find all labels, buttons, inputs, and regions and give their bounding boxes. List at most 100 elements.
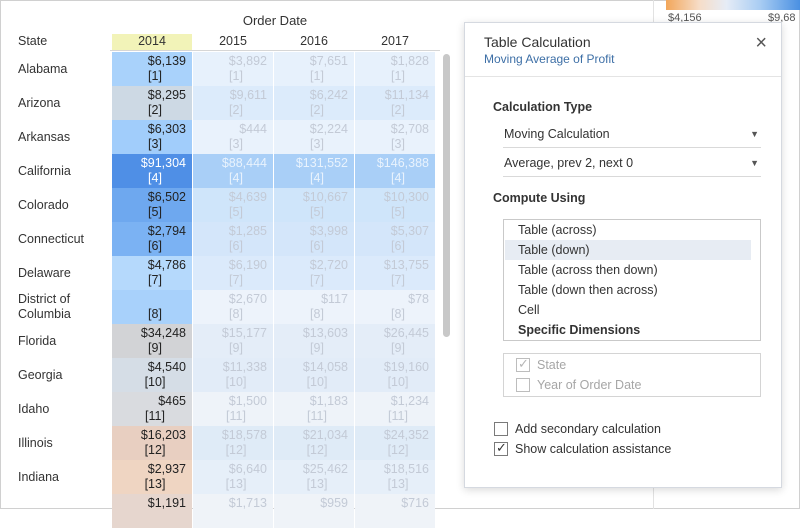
cell-index: [10] [387,375,409,389]
compute-option-table-down[interactable]: Table (down) [505,240,751,260]
add-secondary-checkbox[interactable] [494,422,508,436]
table-cell[interactable]: $2,708 [3] [355,120,435,154]
table-cell[interactable]: $6,242 [2] [274,86,354,120]
table-cell[interactable]: $6,502 [5] [112,188,192,222]
table-cell[interactable]: $1,183 [11] [274,392,354,426]
table-cell[interactable]: $8,295 [2] [112,86,192,120]
table-cell[interactable]: $9,611 [2] [193,86,273,120]
cell-index: [13] [225,477,247,491]
state-label[interactable]: Georgia [18,368,63,382]
table-cell[interactable]: $1,828 [1] [355,52,435,86]
table-cell[interactable]: $1,500 [11] [193,392,273,426]
show-calculation-assistance-option[interactable]: Show calculation assistance [494,440,672,457]
table-cell[interactable]: $6,139 [1] [112,52,192,86]
add-secondary-calculation-option[interactable]: Add secondary calculation [494,421,661,437]
table-cell[interactable]: $465 [11] [112,392,192,426]
table-cell[interactable]: $1,285 [6] [193,222,273,256]
table-cell[interactable]: $444 [3] [193,120,273,154]
cell-index: [4] [229,171,243,185]
table-cell[interactable]: $5,307 [6] [355,222,435,256]
table-cell[interactable]: $11,338 [10] [193,358,273,392]
table-cell[interactable]: $10,667 [5] [274,188,354,222]
table-cell[interactable]: $21,034 [12] [274,426,354,460]
table-cell[interactable]: $13,603 [9] [274,324,354,358]
table-cell[interactable]: $88,444 [4] [193,154,273,188]
table-cell[interactable]: $3,998 [6] [274,222,354,256]
state-label[interactable]: Idaho [18,402,50,416]
table-cell[interactable]: [8] [112,290,192,324]
state-label[interactable]: Indiana [18,470,60,484]
table-cell[interactable]: $14,058 [10] [274,358,354,392]
table-cell[interactable]: $716 [355,494,435,528]
calculation-type-dropdown[interactable]: Moving Calculation ▼ [503,122,761,148]
table-cell[interactable]: $4,540 [10] [112,358,192,392]
table-cell[interactable]: $19,160 [10] [355,358,435,392]
table-cell[interactable]: $18,516 [13] [355,460,435,494]
state-label[interactable]: Arizona [18,96,61,110]
table-cell[interactable]: $1,234 [11] [355,392,435,426]
cell-value: $1,713 [228,496,267,510]
compute-using-list[interactable]: Table (across) Table (down) Table (acros… [503,219,761,341]
table-cell[interactable]: $16,203 [12] [112,426,192,460]
table-cell[interactable]: $25,462 [13] [274,460,354,494]
table-cell[interactable]: $78 [8] [355,290,435,324]
table-cell[interactable]: $6,190 [7] [193,256,273,290]
cell-index: [7] [310,273,324,287]
year-header-2014[interactable]: 2014 [112,34,192,50]
row-header-state[interactable]: State [18,34,48,48]
state-label[interactable]: Florida [18,334,57,348]
table-cell[interactable]: $91,304 [4] [112,154,192,188]
table-cell[interactable]: $2,937 [13] [112,460,192,494]
grid-scrollbar-thumb[interactable] [443,54,450,337]
compute-option-table-down-then-across[interactable]: Table (down then across) [518,283,658,297]
table-cell[interactable]: $24,352 [12] [355,426,435,460]
table-cell[interactable]: $6,640 [13] [193,460,273,494]
table-cell[interactable]: $3,892 [1] [193,52,273,86]
compute-option-cell[interactable]: Cell [518,303,540,317]
table-cell[interactable]: $4,639 [5] [193,188,273,222]
compute-option-table-across[interactable]: Table (across) [518,223,597,237]
cell-value: $6,139 [147,54,186,68]
state-label[interactable]: California [18,164,71,178]
table-cell[interactable]: $1,713 [193,494,273,528]
cell-index: [9] [148,341,162,355]
table-cell[interactable]: $18,578 [12] [193,426,273,460]
state-label[interactable]: District of Columbia [18,292,71,321]
table-cell[interactable]: $34,248 [9] [112,324,192,358]
state-label[interactable]: Illinois [18,436,53,450]
table-cell[interactable]: $11,134 [2] [355,86,435,120]
year-header-2016[interactable]: 2016 [300,34,328,48]
add-secondary-label[interactable]: Add secondary calculation [515,422,661,436]
state-label[interactable]: Arkansas [18,130,71,144]
table-cell[interactable]: $13,755 [7] [355,256,435,290]
show-assistance-label[interactable]: Show calculation assistance [515,442,672,456]
state-label[interactable]: Alabama [18,62,68,76]
table-cell[interactable]: $4,786 [7] [112,256,192,290]
table-cell[interactable]: $7,651 [1] [274,52,354,86]
show-assistance-checkbox[interactable] [494,440,508,456]
table-cell[interactable]: $146,388 [4] [355,154,435,188]
compute-option-table-across-then-down[interactable]: Table (across then down) [518,263,658,277]
table-cell[interactable]: $2,794 [6] [112,222,192,256]
close-icon[interactable]: × [755,32,767,54]
table-cell[interactable]: $2,720 [7] [274,256,354,290]
state-label[interactable]: Delaware [18,266,71,280]
table-cell[interactable]: $1,191 [112,494,192,528]
cell-value: $4,786 [147,258,186,272]
color-legend-bar[interactable] [666,0,800,10]
table-cell[interactable]: $26,445 [9] [355,324,435,358]
table-cell[interactable]: $2,670 [8] [193,290,273,324]
table-cell[interactable]: $131,552 [4] [274,154,354,188]
table-cell[interactable]: $117 [8] [274,290,354,324]
table-cell[interactable]: $10,300 [5] [355,188,435,222]
calculation-detail-dropdown[interactable]: Average, prev 2, next 0 ▼ [503,151,761,177]
year-header-2017[interactable]: 2017 [381,34,409,48]
state-label[interactable]: Colorado [18,198,69,212]
state-label[interactable]: Connecticut [18,232,85,246]
year-header-2015[interactable]: 2015 [219,34,247,48]
table-cell[interactable]: $6,303 [3] [112,120,192,154]
compute-option-specific-dimensions[interactable]: Specific Dimensions [518,323,641,337]
table-cell[interactable]: $959 [274,494,354,528]
table-cell[interactable]: $15,177 [9] [193,324,273,358]
table-cell[interactable]: $2,224 [3] [274,120,354,154]
